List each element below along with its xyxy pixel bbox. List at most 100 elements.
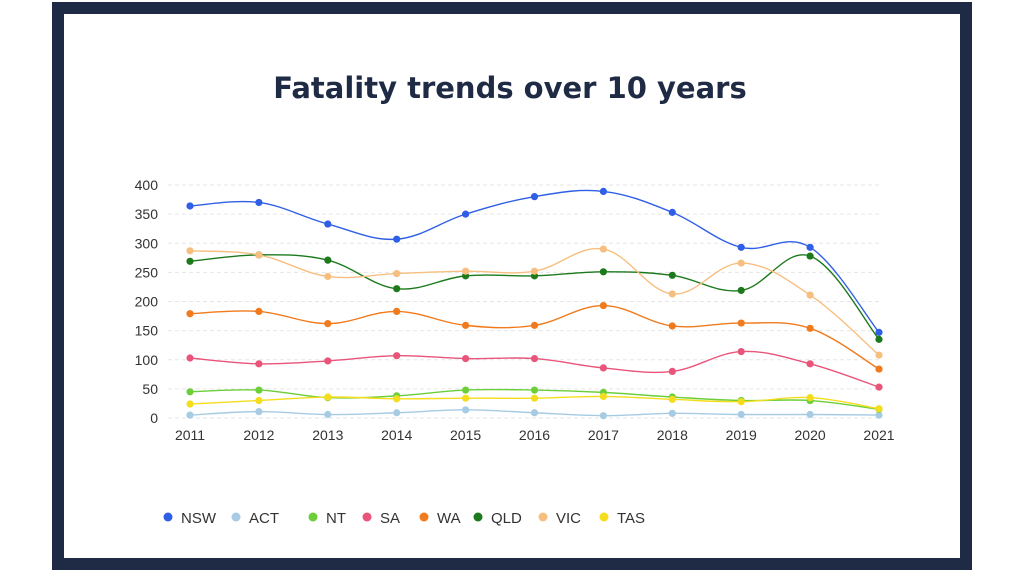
data-point-act-2013[interactable] [324,410,332,419]
data-point-act-2012[interactable] [255,407,263,416]
data-point-nsw-2013[interactable] [324,220,332,228]
legend-label: VIC [556,510,581,527]
data-point-tas-2017[interactable] [599,392,608,401]
data-point-nsw-2019[interactable] [737,243,745,251]
data-point-nsw-2016[interactable] [530,193,539,201]
data-point-act-2017[interactable] [599,412,608,420]
y-tick-label: 350 [135,206,159,222]
data-point-vic-2014[interactable] [393,269,401,278]
data-point-qld-2021[interactable] [875,335,883,343]
data-point-vic-2016[interactable] [530,267,539,275]
data-point-tas-2018[interactable] [668,395,676,403]
data-point-tas-2013[interactable] [324,393,332,401]
data-point-nsw-2011[interactable] [186,202,194,210]
data-point-wa-2011[interactable] [186,310,194,318]
data-point-vic-2012[interactable] [255,251,263,259]
data-point-sa-2016[interactable] [530,354,539,363]
y-tick-label: 50 [142,381,158,397]
data-point-tas-2012[interactable] [255,396,263,405]
data-point-nsw-2021[interactable] [875,328,883,336]
data-point-nt-2016[interactable] [530,386,539,394]
legend-marker [419,512,429,522]
data-point-tas-2020[interactable] [806,394,814,402]
legend-item-nsw[interactable]: NSW [163,510,217,527]
data-point-nsw-2014[interactable] [393,235,401,243]
data-point-nsw-2018[interactable] [668,208,676,216]
legend-item-sa[interactable]: SA [362,510,401,527]
data-point-nt-2015[interactable] [462,386,470,394]
legend-marker [163,512,173,522]
data-point-wa-2013[interactable] [324,320,332,328]
legend-item-wa[interactable]: WA [419,510,461,527]
series-line-vic [189,247,880,356]
data-point-sa-2012[interactable] [255,360,263,368]
legend-item-tas[interactable]: TAS [599,510,646,527]
data-point-sa-2021[interactable] [875,383,883,391]
data-point-wa-2020[interactable] [806,324,814,332]
data-point-qld-2018[interactable] [668,271,676,279]
data-point-wa-2016[interactable] [530,321,539,329]
series-wa [186,301,883,373]
data-point-qld-2017[interactable] [599,268,608,276]
legend-item-qld[interactable]: QLD [473,510,523,527]
data-point-qld-2013[interactable] [324,256,332,264]
data-point-nsw-2012[interactable] [255,198,263,207]
data-point-nt-2011[interactable] [186,388,194,396]
data-point-vic-2017[interactable] [599,245,608,253]
x-tick-label: 2014 [381,427,412,443]
data-point-vic-2013[interactable] [324,272,332,281]
data-point-qld-2019[interactable] [737,286,745,295]
data-point-tas-2011[interactable] [186,400,194,408]
data-point-nsw-2015[interactable] [462,210,470,218]
data-point-tas-2016[interactable] [530,394,539,402]
legend-label: WA [437,510,461,527]
data-point-wa-2015[interactable] [462,321,470,329]
data-point-wa-2018[interactable] [668,322,676,330]
data-point-sa-2015[interactable] [462,354,470,363]
legend-item-act[interactable]: ACT [231,510,280,527]
data-point-sa-2018[interactable] [668,367,676,375]
data-point-vic-2018[interactable] [668,290,676,298]
data-point-sa-2017[interactable] [599,364,608,372]
data-point-vic-2011[interactable] [186,247,194,255]
data-point-vic-2015[interactable] [462,267,470,275]
data-point-wa-2012[interactable] [255,307,263,316]
data-point-qld-2011[interactable] [186,257,194,265]
data-point-act-2021[interactable] [875,411,883,419]
data-point-act-2016[interactable] [530,409,539,417]
data-point-tas-2019[interactable] [737,398,745,406]
data-point-sa-2013[interactable] [324,357,332,365]
data-point-act-2011[interactable] [186,411,194,419]
data-point-wa-2021[interactable] [875,365,883,373]
data-point-nsw-2017[interactable] [599,187,608,196]
data-point-act-2019[interactable] [737,410,745,419]
data-point-sa-2011[interactable] [186,354,194,362]
data-point-qld-2020[interactable] [806,252,814,260]
legend-marker [538,512,548,522]
data-point-tas-2015[interactable] [462,394,470,402]
data-point-nt-2012[interactable] [255,386,263,394]
data-point-act-2018[interactable] [668,409,676,417]
legend-label: SA [380,510,400,527]
data-point-tas-2014[interactable] [393,395,401,403]
data-point-sa-2020[interactable] [806,360,814,368]
data-point-sa-2014[interactable] [393,352,401,360]
data-point-tas-2021[interactable] [875,405,883,413]
data-point-qld-2014[interactable] [393,285,401,293]
data-point-vic-2019[interactable] [737,259,745,267]
legend-item-vic[interactable]: VIC [538,510,582,527]
data-point-wa-2014[interactable] [393,307,401,316]
data-point-act-2014[interactable] [393,409,401,417]
x-tick-label: 2019 [726,427,757,443]
data-point-nsw-2020[interactable] [806,243,814,251]
grid-lines [168,184,879,419]
x-tick-label: 2018 [657,427,688,443]
data-point-act-2020[interactable] [806,410,814,419]
data-point-wa-2017[interactable] [599,301,608,310]
data-point-act-2015[interactable] [462,406,470,414]
data-point-wa-2019[interactable] [737,319,745,327]
data-point-sa-2019[interactable] [737,347,745,356]
legend-item-nt[interactable]: NT [308,510,347,527]
data-point-vic-2021[interactable] [875,351,883,359]
data-point-vic-2020[interactable] [806,291,814,299]
